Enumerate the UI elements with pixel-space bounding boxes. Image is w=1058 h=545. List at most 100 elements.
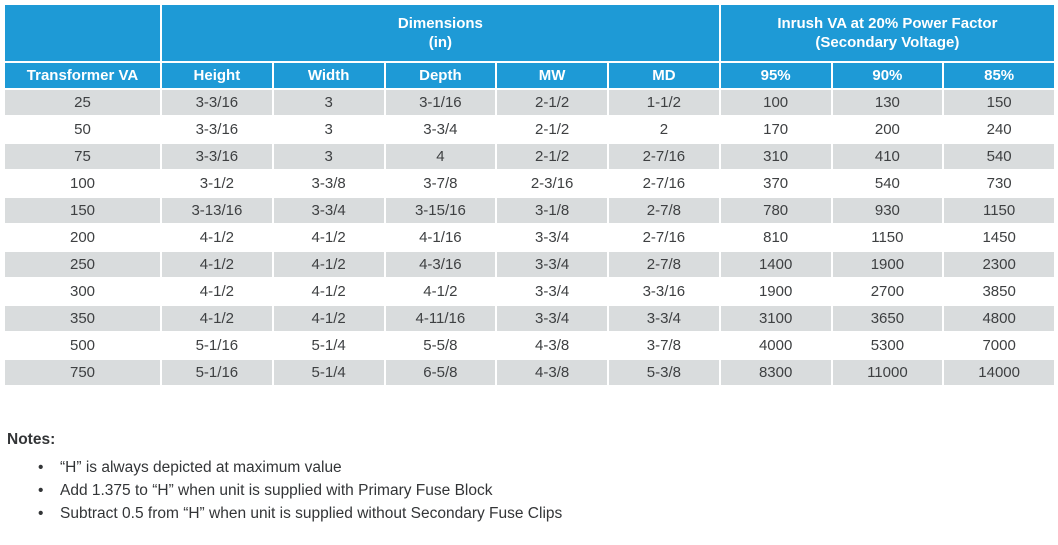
table-cell: 2-7/8 bbox=[609, 198, 719, 223]
table-cell: 4-1/2 bbox=[162, 306, 272, 331]
table-cell: 730 bbox=[944, 171, 1054, 196]
table-cell: 11000 bbox=[832, 360, 943, 385]
table-cell: 370 bbox=[720, 171, 831, 196]
table-cell: 4 bbox=[385, 144, 496, 169]
table-cell: 4-3/16 bbox=[385, 252, 496, 277]
table-cell: 3850 bbox=[944, 279, 1054, 304]
transformer-va-cell: 350 bbox=[5, 306, 160, 331]
table-cell: 4-1/2 bbox=[162, 279, 272, 304]
table-cell: 3 bbox=[273, 90, 384, 115]
notes-section: Notes: “H” is always depicted at maximum… bbox=[7, 431, 1058, 525]
table-row: 300 4-1/2 4-1/2 4-1/2 3-3/4 3-3/16 1900 2700 385… bbox=[5, 279, 1054, 304]
table-cell: 1450 bbox=[944, 225, 1054, 250]
table-cell: 8300 bbox=[720, 360, 831, 385]
table-cell: 3-1/2 bbox=[162, 171, 272, 196]
table-cell: 3-1/16 bbox=[385, 90, 496, 115]
table-cell: 5-1/4 bbox=[273, 333, 384, 358]
table-row: 750 5-1/16 5-1/4 6-5/8 4-3/8 5-3/8 8300 11000 14… bbox=[5, 360, 1054, 385]
table-cell: 5-1/4 bbox=[273, 360, 384, 385]
table-cell: 2-1/2 bbox=[497, 117, 607, 142]
group-header-row: Dimensions (in) Inrush VA at 20% Power F… bbox=[5, 5, 1054, 61]
blank-header-cell bbox=[5, 5, 160, 61]
table-cell: 1150 bbox=[944, 198, 1054, 223]
table-cell: 810 bbox=[720, 225, 831, 250]
table-cell: 3-3/4 bbox=[609, 306, 719, 331]
table-cell: 5300 bbox=[832, 333, 943, 358]
table-cell: 4-1/2 bbox=[273, 306, 384, 331]
transformer-spec-table: Dimensions (in) Inrush VA at 20% Power F… bbox=[3, 3, 1056, 387]
table-cell: 100 bbox=[720, 90, 831, 115]
table-cell: 3-3/4 bbox=[497, 252, 607, 277]
inrush-header-line2: (Secondary Voltage) bbox=[815, 34, 960, 51]
table-row: 350 4-1/2 4-1/2 4-11/16 3-3/4 3-3/4 3100 3650 48… bbox=[5, 306, 1054, 331]
transformer-va-cell: 200 bbox=[5, 225, 160, 250]
dimensions-header-line1: Dimensions bbox=[397, 14, 483, 32]
table-cell: 2-7/16 bbox=[609, 144, 719, 169]
table-cell: 2300 bbox=[944, 252, 1054, 277]
table-cell: 7000 bbox=[944, 333, 1054, 358]
table-cell: 2-1/2 bbox=[497, 90, 607, 115]
table-cell: 2-3/16 bbox=[497, 171, 607, 196]
inrush-group-header: Inrush VA at 20% Power Factor (Secondary… bbox=[720, 5, 1054, 61]
table-cell: 540 bbox=[832, 171, 943, 196]
table-cell: 2-1/2 bbox=[497, 144, 607, 169]
table-cell: 6-5/8 bbox=[385, 360, 496, 385]
transformer-va-cell: 75 bbox=[5, 144, 160, 169]
table-cell: 1-1/2 bbox=[609, 90, 719, 115]
table-cell: 4-1/2 bbox=[273, 252, 384, 277]
table-cell: 4800 bbox=[944, 306, 1054, 331]
table-cell: 4-3/8 bbox=[497, 360, 607, 385]
table-row: 150 3-13/16 3-3/4 3-15/16 3-1/8 2-7/8 780 930 11… bbox=[5, 198, 1054, 223]
table-row: 250 4-1/2 4-1/2 4-3/16 3-3/4 2-7/8 1400 1900 230… bbox=[5, 252, 1054, 277]
table-cell: 310 bbox=[720, 144, 831, 169]
table-row: 25 3-3/16 3 3-1/16 2-1/2 1-1/2 100 130 150 bbox=[5, 90, 1054, 115]
table-cell: 4-1/2 bbox=[273, 225, 384, 250]
column-header-height: Height bbox=[162, 63, 272, 88]
table-row: 75 3-3/16 3 4 2-1/2 2-7/16 310 410 540 bbox=[5, 144, 1054, 169]
table-cell: 3-3/16 bbox=[162, 117, 272, 142]
table-cell: 1900 bbox=[832, 252, 943, 277]
table-cell: 3-7/8 bbox=[385, 171, 496, 196]
column-header-mw: MW bbox=[497, 63, 607, 88]
transformer-va-cell: 750 bbox=[5, 360, 160, 385]
table-cell: 3-15/16 bbox=[385, 198, 496, 223]
table-cell: 4000 bbox=[720, 333, 831, 358]
table-cell: 1150 bbox=[832, 225, 943, 250]
table-cell: 2700 bbox=[832, 279, 943, 304]
column-header-width: Width bbox=[273, 63, 384, 88]
table-cell: 3-3/16 bbox=[162, 90, 272, 115]
table-cell: 3-3/4 bbox=[497, 279, 607, 304]
column-header-depth: Depth bbox=[385, 63, 496, 88]
table-cell: 3-3/4 bbox=[497, 225, 607, 250]
column-header-transformer-va: Transformer VA bbox=[5, 63, 160, 88]
transformer-va-cell: 250 bbox=[5, 252, 160, 277]
table-cell: 930 bbox=[832, 198, 943, 223]
table-row: 50 3-3/16 3 3-3/4 2-1/2 2 170 200 240 bbox=[5, 117, 1054, 142]
table-cell: 540 bbox=[944, 144, 1054, 169]
transformer-va-cell: 25 bbox=[5, 90, 160, 115]
table-cell: 4-1/16 bbox=[385, 225, 496, 250]
transformer-va-cell: 300 bbox=[5, 279, 160, 304]
table-cell: 14000 bbox=[944, 360, 1054, 385]
table-cell: 3100 bbox=[720, 306, 831, 331]
note-item: “H” is always depicted at maximum value bbox=[7, 456, 1058, 479]
table-cell: 5-3/8 bbox=[609, 360, 719, 385]
table-cell: 3-3/4 bbox=[497, 306, 607, 331]
table-cell: 2-7/16 bbox=[609, 171, 719, 196]
table-cell: 130 bbox=[832, 90, 943, 115]
table-cell: 4-1/2 bbox=[162, 252, 272, 277]
table-cell: 410 bbox=[832, 144, 943, 169]
table-row: 500 5-1/16 5-1/4 5-5/8 4-3/8 3-7/8 4000 5300 700… bbox=[5, 333, 1054, 358]
table-body: 25 3-3/16 3 3-1/16 2-1/2 1-1/2 100 130 150 50 3-3/… bbox=[5, 90, 1054, 385]
table-cell: 1400 bbox=[720, 252, 831, 277]
note-item: Add 1.375 to “H” when unit is supplied w… bbox=[7, 479, 1058, 502]
table-cell: 3-3/16 bbox=[609, 279, 719, 304]
column-header-95-: 95% bbox=[720, 63, 831, 88]
dimensions-group-header: Dimensions (in) bbox=[162, 5, 719, 61]
table-cell: 3650 bbox=[832, 306, 943, 331]
table-cell: 3-3/8 bbox=[273, 171, 384, 196]
table-cell: 3-7/8 bbox=[609, 333, 719, 358]
table-cell: 4-1/2 bbox=[162, 225, 272, 250]
dimensions-header-line2: (in) bbox=[428, 34, 453, 51]
table-cell: 3-3/4 bbox=[273, 198, 384, 223]
